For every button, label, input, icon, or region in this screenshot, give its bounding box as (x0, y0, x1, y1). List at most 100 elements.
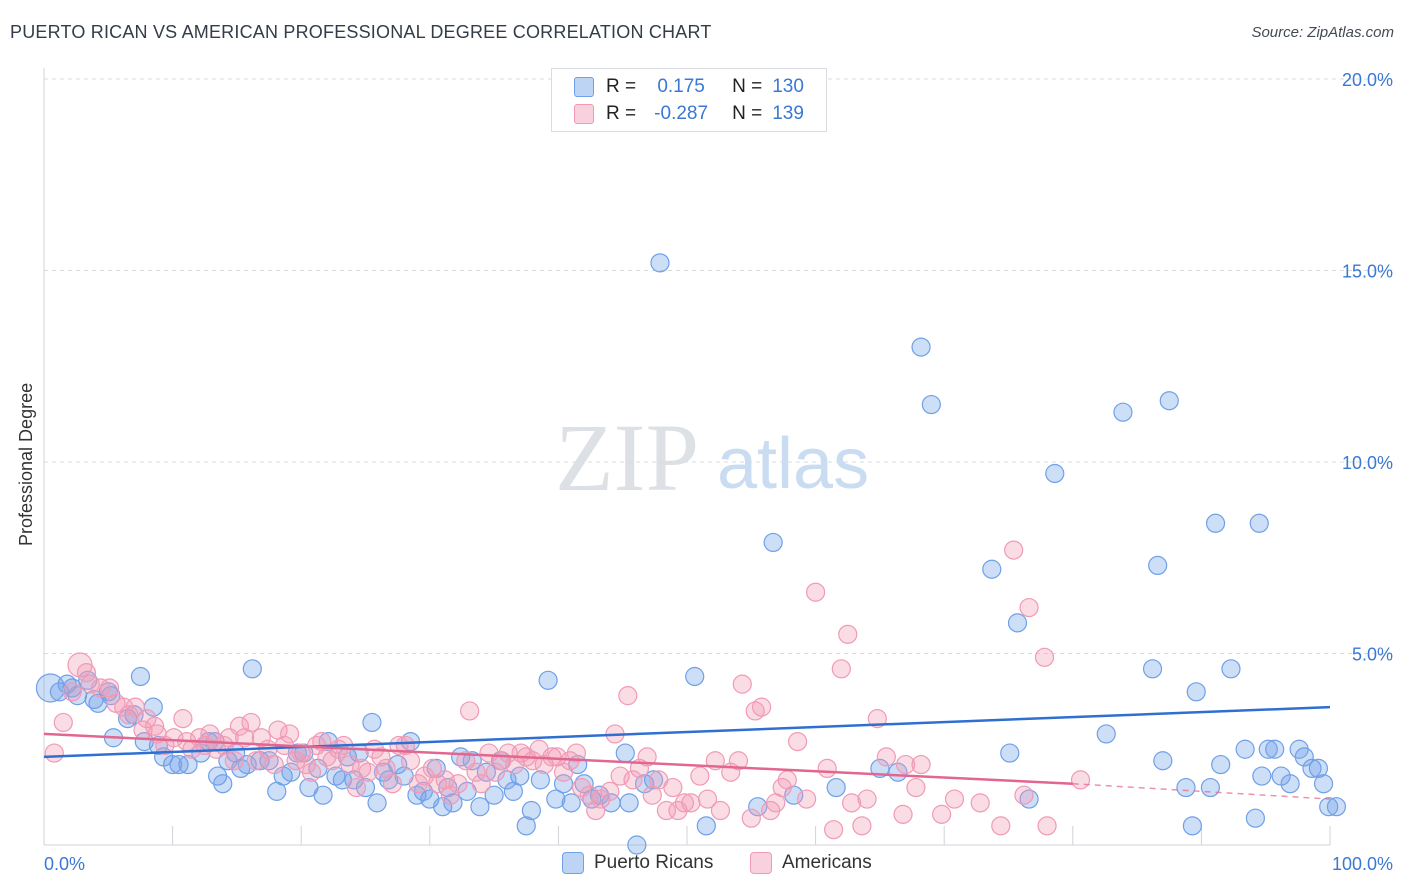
point-american (553, 762, 574, 782)
point-american (400, 751, 421, 771)
legend-n-value: 130 (772, 76, 804, 97)
point-puerto-rican (826, 777, 846, 798)
point-puerto-rican (451, 747, 471, 767)
trend-lines (43, 705, 1331, 800)
point-puerto-rican (888, 762, 908, 782)
point-puerto-rican (313, 785, 333, 805)
point-puerto-rican (1148, 555, 1168, 576)
point-american (173, 709, 193, 729)
legend-swatch-americans (574, 104, 594, 124)
legend-label-americans: Americans (782, 852, 872, 873)
point-american (796, 789, 817, 809)
point-american (876, 747, 896, 767)
watermark-zip: ZIP (555, 404, 699, 511)
point-puerto-rican (982, 559, 1002, 579)
point-puerto-rican (538, 670, 558, 690)
y-tick-label: 5.0% (1352, 645, 1393, 665)
point-american (164, 728, 184, 748)
point-american (241, 712, 261, 733)
point-puerto-rican (1302, 758, 1322, 779)
point-puerto-rican (1235, 739, 1255, 759)
y-tick-label: 20.0% (1342, 70, 1393, 90)
point-puerto-rican (615, 743, 635, 763)
legend-row-americans: R = -0.287 N = 139 (574, 102, 804, 126)
point-american (896, 754, 916, 775)
point-american (62, 682, 82, 702)
chart-title: PUERTO RICAN VS AMERICAN PROFESSIONAL DE… (10, 22, 712, 42)
point-puerto-rican (281, 762, 301, 782)
point-puerto-rican (1045, 463, 1065, 484)
point-puerto-rican (530, 770, 550, 790)
point-american (566, 743, 587, 763)
point-american (485, 762, 505, 782)
point-american (674, 793, 695, 813)
point-puerto-rican (1265, 739, 1285, 759)
point-puerto-rican (650, 253, 670, 273)
point-american (301, 762, 322, 782)
point-puerto-rican (911, 337, 931, 357)
point-puerto-rican (1258, 739, 1278, 759)
legend-r-value: 0.175 (657, 76, 705, 97)
point-puerto-rican (433, 797, 453, 817)
point-puerto-rican (178, 754, 198, 775)
trend-line-americans-extension (1072, 782, 1331, 800)
point-american (838, 624, 858, 644)
point-american (681, 793, 701, 813)
point-american (440, 785, 460, 805)
point-puerto-rican (561, 793, 581, 813)
legend-item-puerto-ricans: Puerto Ricans (562, 852, 713, 874)
point-american (824, 820, 844, 840)
point-american (1070, 770, 1091, 790)
point-puerto-rican (1319, 797, 1339, 817)
point-american (53, 712, 73, 733)
point-puerto-rican (1252, 766, 1272, 786)
legend-n-value: 139 (772, 103, 804, 124)
tick-labels: 5.0% 10.0% 15.0% 20.0% 0.0% 100.0% (44, 70, 1393, 874)
point-puerto-rican (1007, 613, 1028, 633)
point-puerto-rican (510, 766, 530, 786)
series-legend: Puerto Ricans Americans (0, 852, 1406, 878)
point-puerto-rican (1096, 724, 1116, 744)
point-puerto-rican (1313, 774, 1334, 794)
point-american (906, 777, 926, 798)
point-american (663, 777, 683, 798)
point-puerto-rican (1186, 682, 1206, 702)
point-puerto-rican (1249, 513, 1269, 533)
watermark-atlas: atlas (717, 424, 869, 504)
point-puerto-rican (124, 705, 144, 725)
point-american (690, 766, 710, 786)
point-american (471, 774, 491, 794)
trend-line-americans (43, 732, 1073, 785)
legend-r-label: R = (606, 103, 637, 124)
point-american (280, 724, 300, 744)
point-puerto-rican (685, 666, 705, 687)
watermark: ZIP atlas (555, 404, 869, 511)
point-puerto-rican (553, 774, 574, 794)
point-american (322, 751, 342, 771)
point-puerto-rican (1200, 777, 1221, 798)
point-american (867, 709, 887, 729)
point-american (408, 774, 428, 794)
point-american (1014, 785, 1034, 805)
legend-r-label: R = (606, 76, 637, 97)
point-puerto-rican (462, 751, 482, 771)
point-american (777, 770, 797, 790)
x-tick-label: 0.0% (44, 854, 85, 874)
point-puerto-rican (1176, 777, 1196, 798)
point-puerto-rican (516, 816, 536, 836)
point-puerto-rican (1308, 758, 1329, 779)
point-american (346, 777, 367, 798)
point-puerto-rican (362, 712, 382, 733)
legend-label-puerto-ricans: Puerto Ricans (594, 852, 714, 873)
point-american (637, 747, 657, 767)
legend-row-puerto-ricans: R = 0.175 N = 130 (574, 75, 804, 99)
point-puerto-rican (213, 774, 233, 794)
point-puerto-rican (443, 793, 463, 813)
point-american (751, 697, 772, 717)
point-american (817, 758, 837, 779)
point-puerto-rican (1019, 789, 1039, 809)
point-american (741, 808, 761, 828)
point-american (340, 754, 360, 775)
point-american (831, 659, 851, 679)
